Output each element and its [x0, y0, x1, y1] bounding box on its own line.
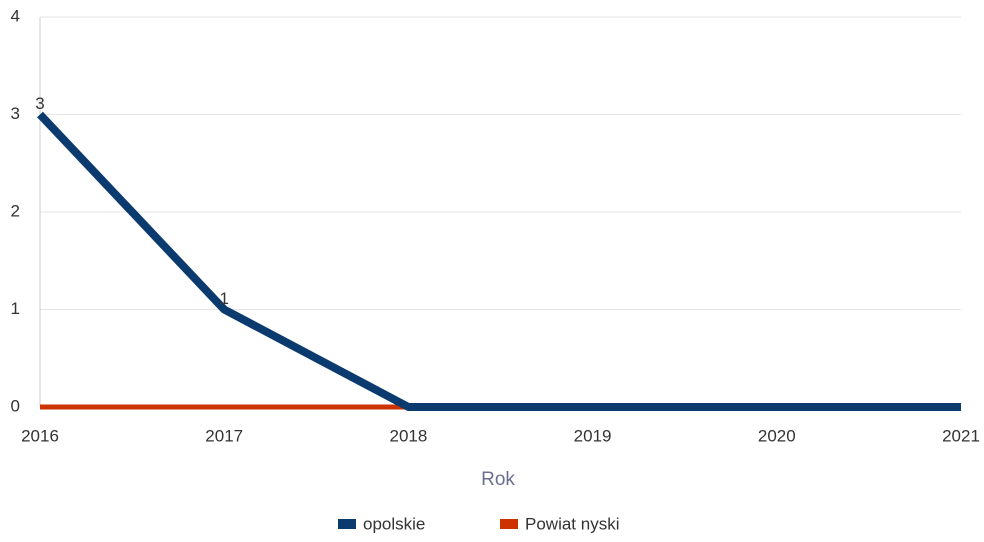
y-tick-label: 1 [11, 299, 20, 318]
y-tick-label: 0 [11, 396, 20, 415]
x-axis-title: Rok [481, 469, 515, 490]
x-tick-label: 2020 [758, 426, 796, 445]
legend-swatch [500, 519, 518, 529]
legend-swatch [338, 519, 356, 529]
y-tick-label: 4 [11, 6, 20, 25]
legend-label: Powiat nyski [525, 514, 619, 533]
x-tick-label: 2021 [942, 426, 980, 445]
legend-label: opolskie [363, 514, 425, 533]
y-tick-label: 2 [11, 201, 20, 220]
data-label: 1 [219, 289, 228, 308]
series-line [37, 111, 961, 411]
y-tick-label: 3 [11, 104, 20, 123]
x-tick-label: 2018 [389, 426, 427, 445]
x-tick-label: 2019 [574, 426, 612, 445]
x-tick-label: 2016 [21, 426, 59, 445]
data-label: 3 [35, 94, 44, 113]
x-tick-label: 2017 [205, 426, 243, 445]
